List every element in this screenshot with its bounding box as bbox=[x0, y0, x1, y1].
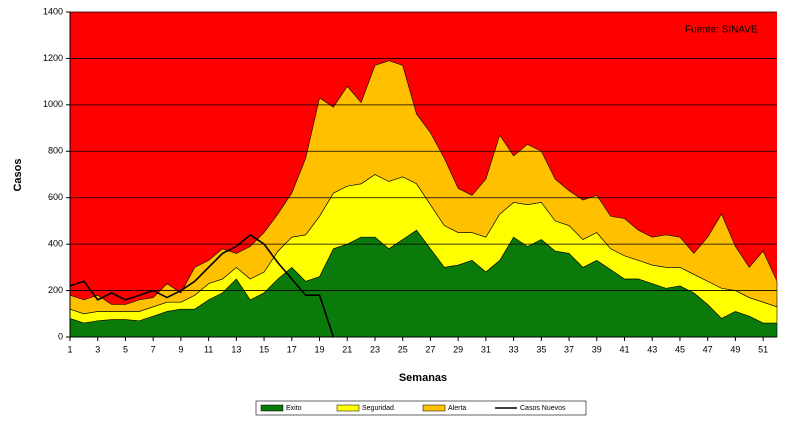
y-tick-label: 1200 bbox=[43, 53, 63, 63]
y-tick-label: 1000 bbox=[43, 99, 63, 109]
x-tick-label: 19 bbox=[315, 344, 325, 354]
legend-label: Exito bbox=[286, 405, 302, 412]
x-tick-label: 25 bbox=[398, 344, 408, 354]
x-tick-label: 13 bbox=[231, 344, 241, 354]
y-tick-label: 0 bbox=[58, 331, 63, 341]
y-axis-label: Casos bbox=[12, 158, 24, 191]
legend-swatch bbox=[422, 404, 446, 412]
annotation: Fuente: SINAVE bbox=[685, 25, 758, 36]
legend-label: Seguridad bbox=[362, 405, 394, 412]
x-tick-label: 29 bbox=[453, 344, 463, 354]
x-tick-label: 23 bbox=[370, 344, 380, 354]
legend-label: Casos Nuevos bbox=[520, 405, 566, 412]
y-tick-label: 800 bbox=[48, 146, 63, 156]
line bbox=[69, 233, 335, 338]
legend-box bbox=[255, 400, 587, 416]
x-tick-label: 31 bbox=[481, 344, 491, 354]
x-tick-label: 27 bbox=[425, 344, 435, 354]
x-tick-label: 49 bbox=[730, 344, 740, 354]
legend-swatch bbox=[336, 404, 360, 412]
x-tick-label: 35 bbox=[536, 344, 546, 354]
x-tick-label: 33 bbox=[509, 344, 519, 354]
x-tick-label: 41 bbox=[620, 344, 630, 354]
x-tick-label: 9 bbox=[178, 344, 183, 354]
x-axis-label: Semanas bbox=[399, 372, 447, 384]
x-tick-label: 5 bbox=[123, 344, 128, 354]
x-tick-label: 1 bbox=[67, 344, 72, 354]
x-tick-label: 21 bbox=[342, 344, 352, 354]
y-tick-label: 400 bbox=[48, 239, 63, 249]
y-tick-label: 200 bbox=[48, 285, 63, 295]
x-tick-label: 37 bbox=[564, 344, 574, 354]
y-tick-label: 600 bbox=[48, 192, 63, 202]
area bbox=[69, 60, 778, 315]
legend-label: Alerta bbox=[448, 405, 466, 412]
x-tick-label: 47 bbox=[703, 344, 713, 354]
legend-swatch bbox=[260, 404, 284, 412]
x-tick-label: 17 bbox=[287, 344, 297, 354]
x-tick-label: 45 bbox=[675, 344, 685, 354]
x-tick-label: 3 bbox=[95, 344, 100, 354]
x-tick-label: 43 bbox=[647, 344, 657, 354]
x-tick-label: 39 bbox=[592, 344, 602, 354]
x-tick-label: 51 bbox=[758, 344, 768, 354]
y-tick-label: 1400 bbox=[43, 6, 63, 16]
x-tick-label: 11 bbox=[204, 344, 213, 354]
x-tick-label: 7 bbox=[151, 344, 156, 354]
x-tick-label: 15 bbox=[259, 344, 269, 354]
